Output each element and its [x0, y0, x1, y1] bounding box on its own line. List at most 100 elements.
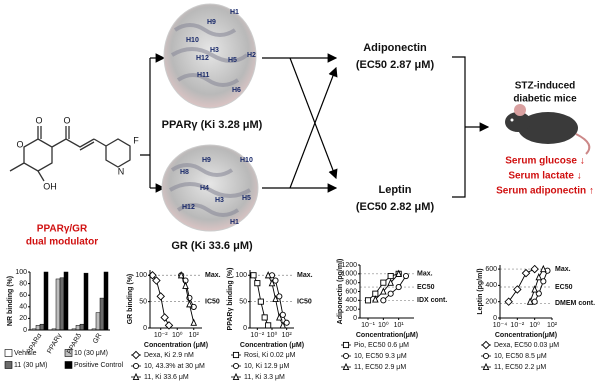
point — [387, 278, 394, 286]
bar — [43, 271, 49, 331]
legend-label: 10 (30 μM) — [74, 350, 108, 357]
bar — [99, 297, 105, 331]
point — [372, 295, 379, 303]
point — [156, 292, 165, 301]
point — [530, 264, 539, 274]
x-tick-label: 10⁰ — [172, 331, 183, 339]
bar — [79, 323, 85, 331]
point — [283, 319, 290, 326]
x-tick-label: 10⁻¹ — [361, 322, 375, 329]
point — [261, 314, 268, 321]
legend-marker — [482, 362, 490, 371]
point — [190, 318, 198, 326]
helix-label: H2 — [247, 52, 256, 59]
y-tick-label: 400 — [485, 282, 497, 289]
bar — [95, 312, 101, 331]
series-line — [375, 273, 400, 300]
point — [387, 272, 394, 280]
y-tick-label: 0 — [143, 325, 147, 332]
legend-label: 10, EC50 9.3 μM — [354, 353, 407, 360]
legend-marker — [481, 340, 491, 350]
helix-label: H12 — [182, 204, 195, 211]
y-tick-label: 80 — [19, 280, 27, 287]
bar — [39, 323, 45, 331]
legend-label: Pio, EC50 0.6 μM — [354, 342, 409, 349]
legend-marker — [232, 362, 240, 370]
point — [265, 322, 272, 329]
point — [272, 277, 279, 284]
x-tick-label: 10² — [282, 332, 293, 339]
legend-label: Rosi, Ki 0.02 μM — [244, 352, 296, 359]
y-tick-label: 100 — [15, 269, 27, 276]
output-value: (EC50 2.87 μM) — [356, 59, 435, 71]
reference-label: IDX cont. — [417, 297, 447, 304]
point — [186, 300, 193, 308]
output-name: Leptin — [379, 184, 412, 196]
point — [521, 268, 531, 278]
point — [254, 280, 261, 287]
reference-label: EC50 — [555, 284, 573, 291]
x-tick-label: 10² — [547, 322, 558, 329]
y-tick-label: 100 — [235, 272, 247, 279]
point — [276, 293, 283, 300]
point — [264, 271, 272, 279]
x-tick-label: 10⁰ — [529, 321, 540, 329]
x-tick-label: 10⁻² — [510, 322, 524, 329]
point — [526, 297, 534, 305]
compound-label: PPARγ/GR — [37, 224, 88, 235]
y-tick-label: 200 — [485, 299, 497, 306]
legend-marker — [342, 341, 350, 349]
point — [395, 284, 402, 291]
y-tick-label: 20 — [19, 315, 27, 322]
legend-marker — [131, 350, 141, 360]
legend-label: Positive Control — [74, 362, 123, 369]
y-tick-label: 0 — [243, 325, 247, 332]
x-axis-label: Concentration (μM) — [240, 342, 304, 349]
point — [380, 287, 387, 295]
reference-label: IC50 — [205, 298, 220, 305]
helix-label: H5 — [242, 195, 251, 202]
bar — [35, 325, 41, 331]
reference-label: Max. — [205, 272, 221, 279]
reference-label: Max. — [297, 272, 313, 279]
point — [279, 321, 287, 329]
y-tick-label: 0 — [23, 327, 27, 334]
point — [531, 285, 538, 293]
effect: Serum adiponectin ↑ — [496, 186, 594, 197]
legend-marker — [232, 372, 240, 381]
y-axis-label: Adiponectin (pg/ml) — [337, 259, 344, 325]
reference-label: EC50 — [417, 284, 435, 291]
legend-marker — [342, 362, 350, 371]
model-label: STZ-induced — [515, 81, 576, 92]
reference-label: DMEM cont. — [555, 300, 595, 307]
protein-label: GR (Ki 33.6 μM) — [171, 240, 253, 252]
legend-label: Dexa, Ki 2.9 nM — [144, 352, 194, 359]
helix-label: H10 — [186, 37, 199, 44]
series-line — [529, 268, 544, 302]
point — [380, 297, 387, 304]
effect: Serum lactate ↓ — [508, 171, 581, 182]
reference-label: IC50 — [297, 298, 312, 305]
y-axis-label: PPARγ binding (%) — [227, 268, 234, 331]
legend-label: 11, EC50 2.9 μM — [354, 364, 406, 371]
point — [268, 278, 276, 287]
y-axis-label: NR binding (%) — [7, 276, 14, 326]
point — [364, 297, 372, 304]
helix-label: H3 — [210, 47, 219, 54]
point — [276, 313, 283, 321]
point — [160, 313, 169, 322]
protein-label: PPARγ (Ki 3.28 μM) — [162, 119, 263, 131]
legend-swatch — [64, 349, 73, 357]
helix-label: H10 — [240, 157, 253, 164]
y-tick-label: 600 — [485, 266, 497, 273]
y-tick-label: 60 — [19, 292, 27, 299]
reference-label: Max. — [555, 266, 571, 273]
y-tick-label: 40 — [19, 304, 27, 311]
legend-label: 11, EC50 2.2 μM — [494, 364, 546, 371]
atom: O — [16, 139, 23, 149]
atom: OH — [43, 181, 57, 191]
mouse: STZ-induced diabetic mice Serum glucose … — [496, 81, 594, 197]
helix-label: H8 — [180, 169, 189, 176]
bar — [63, 271, 69, 331]
